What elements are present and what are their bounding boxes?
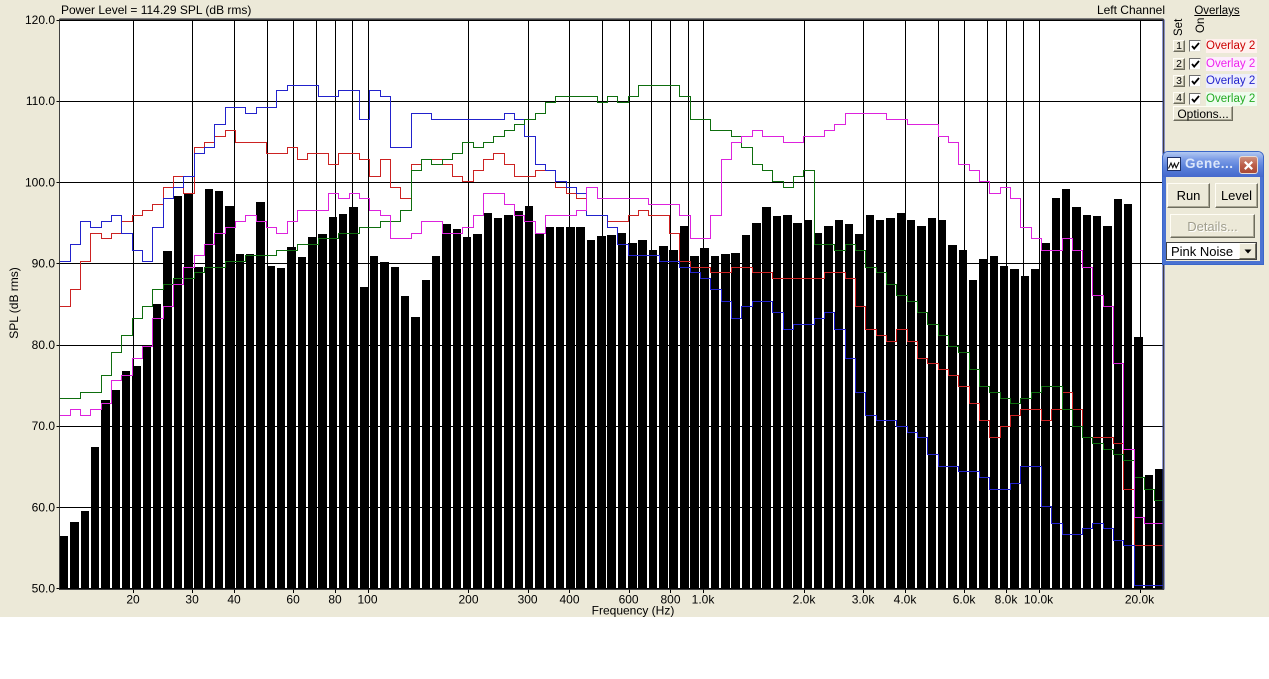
svg-text:100.0: 100.0 [25, 175, 55, 189]
svg-text:10.0k: 10.0k [1024, 593, 1054, 607]
svg-text:110.0: 110.0 [26, 94, 55, 108]
svg-text:80.0: 80.0 [32, 338, 56, 352]
svg-text:120.0: 120.0 [25, 13, 55, 27]
svg-text:80: 80 [328, 593, 342, 607]
svg-text:20.0k: 20.0k [1125, 593, 1155, 607]
svg-text:600: 600 [619, 593, 639, 607]
svg-text:200: 200 [458, 593, 478, 607]
svg-text:800: 800 [660, 593, 680, 607]
svg-text:70.0: 70.0 [32, 419, 56, 433]
svg-text:3.0k: 3.0k [852, 593, 876, 607]
svg-text:Power Level = 114.29 SPL (dB r: Power Level = 114.29 SPL (dB rms) [61, 3, 251, 17]
svg-text:2.0k: 2.0k [793, 593, 817, 607]
svg-text:6.0k: 6.0k [953, 593, 977, 607]
svg-text:SPL (dB rms): SPL (dB rms) [7, 267, 21, 339]
svg-text:400: 400 [559, 593, 579, 607]
svg-text:1.0k: 1.0k [692, 593, 716, 607]
svg-text:90.0: 90.0 [32, 257, 56, 271]
svg-text:8.0k: 8.0k [995, 593, 1019, 607]
svg-text:20: 20 [126, 593, 140, 607]
svg-text:100: 100 [357, 593, 377, 607]
svg-text:300: 300 [518, 593, 538, 607]
svg-text:Left Channel: Left Channel [1097, 3, 1165, 17]
svg-text:60.0: 60.0 [32, 500, 56, 514]
svg-text:30: 30 [185, 593, 199, 607]
svg-text:Frequency (Hz): Frequency (Hz) [592, 604, 675, 618]
svg-text:60: 60 [286, 593, 300, 607]
svg-text:4.0k: 4.0k [894, 593, 918, 607]
svg-text:50.0: 50.0 [32, 582, 56, 596]
svg-text:40: 40 [227, 593, 241, 607]
